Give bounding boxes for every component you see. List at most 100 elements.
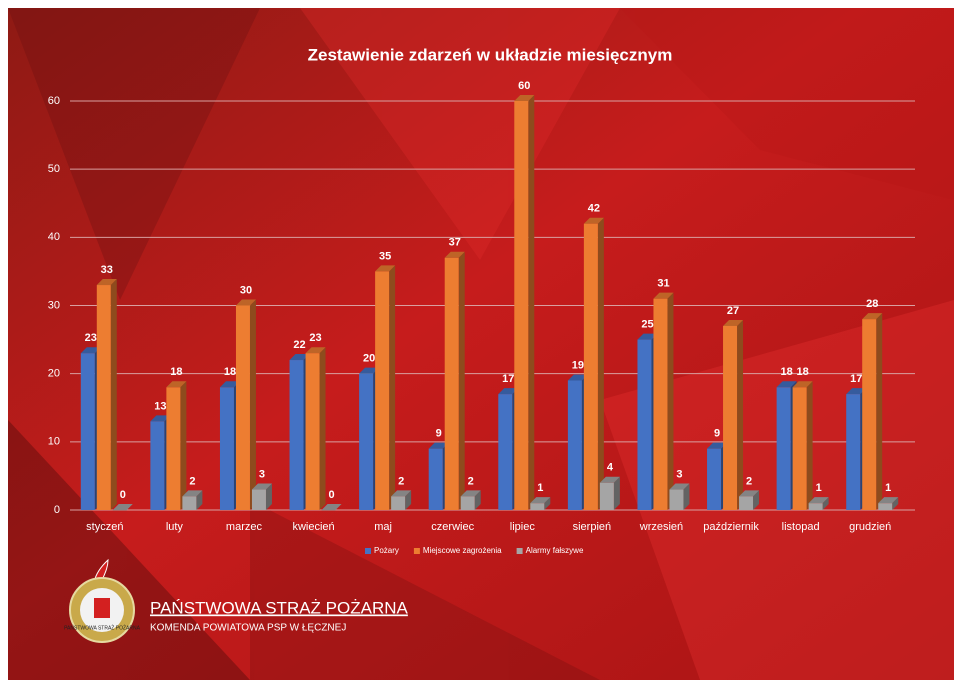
bar [653, 299, 667, 510]
y-tick-label: 50 [48, 163, 60, 175]
bar [514, 101, 528, 510]
legend-swatch [517, 548, 523, 554]
bar [568, 380, 582, 510]
value-label: 30 [240, 284, 252, 296]
value-label: 31 [657, 278, 669, 290]
value-label: 27 [727, 305, 739, 317]
bar [530, 503, 544, 510]
value-label: 0 [120, 489, 126, 501]
bar-side [667, 293, 673, 510]
value-label: 60 [518, 80, 530, 92]
x-tick-label: maj [374, 521, 392, 533]
bar-side [111, 279, 117, 510]
bar [97, 285, 111, 510]
value-label: 23 [85, 332, 97, 344]
bar-side [459, 252, 465, 510]
bar [220, 387, 234, 510]
value-label: 3 [259, 468, 265, 480]
x-tick-label: wrzesień [639, 521, 683, 533]
bar [809, 503, 823, 510]
bar [113, 510, 127, 511]
x-tick-label: grudzień [849, 521, 891, 533]
bar [166, 387, 180, 510]
bar-side [737, 320, 743, 510]
bar [461, 496, 475, 510]
value-label: 33 [101, 264, 113, 276]
value-label: 1 [885, 482, 891, 494]
value-label: 35 [379, 250, 391, 262]
value-label: 2 [468, 475, 474, 487]
bar [306, 353, 320, 510]
bar [777, 387, 791, 510]
value-label: 22 [293, 339, 305, 351]
value-label: 18 [797, 366, 809, 378]
bar-side [180, 381, 186, 510]
value-label: 25 [641, 318, 653, 330]
legend-swatch [365, 548, 371, 554]
bar [252, 490, 266, 510]
value-label: 37 [449, 237, 461, 249]
x-tick-label: sierpień [573, 521, 612, 533]
y-tick-label: 60 [48, 95, 60, 107]
value-label: 20 [363, 353, 375, 365]
bar [669, 490, 683, 510]
logo-ring-text: PAŃSTWOWA STRAŻ POŻARNA [64, 624, 141, 631]
value-label: 2 [746, 475, 752, 487]
bar [707, 449, 721, 510]
bar [793, 387, 807, 510]
bar [290, 360, 304, 510]
bar-side [528, 95, 534, 510]
value-label: 23 [309, 332, 321, 344]
value-label: 13 [154, 400, 166, 412]
bar [739, 496, 753, 510]
x-tick-label: październik [703, 521, 759, 533]
value-label: 0 [328, 489, 334, 501]
value-label: 2 [189, 475, 195, 487]
x-tick-label: kwiecień [292, 521, 334, 533]
bar-side [807, 381, 813, 510]
bar [600, 483, 614, 510]
value-label: 1 [816, 482, 822, 494]
value-label: 2 [398, 475, 404, 487]
value-label: 42 [588, 203, 600, 215]
bar [862, 319, 876, 510]
x-tick-label: listopad [782, 521, 820, 533]
bar-side [250, 300, 256, 511]
bar-side [598, 218, 604, 510]
x-tick-label: marzec [226, 521, 263, 533]
bar [846, 394, 860, 510]
value-label: 3 [676, 468, 682, 480]
value-label: 9 [714, 428, 720, 440]
bar [182, 496, 196, 510]
bar [359, 374, 373, 510]
x-tick-label: styczeń [86, 521, 123, 533]
value-label: 17 [502, 373, 514, 385]
bar [322, 510, 336, 511]
y-tick-label: 0 [54, 504, 60, 516]
bar [498, 394, 512, 510]
value-label: 1 [537, 482, 543, 494]
legend-label: Miejscowe zagrożenia [423, 546, 502, 555]
y-tick-label: 10 [48, 436, 60, 448]
bar [236, 306, 250, 511]
value-label: 19 [572, 359, 584, 371]
value-label: 4 [607, 462, 614, 474]
chart: Zestawienie zdarzeń w układzie miesięczn… [0, 0, 962, 685]
y-tick-label: 30 [48, 299, 60, 311]
x-tick-label: czerwiec [431, 521, 474, 533]
value-label: 18 [170, 366, 182, 378]
legend-swatch [414, 548, 420, 554]
legend-label: Pożary [374, 546, 399, 555]
bar [723, 326, 737, 510]
x-tick-label: luty [166, 521, 184, 533]
bar [150, 421, 164, 510]
x-tick-label: lipiec [510, 521, 536, 533]
value-label: 18 [224, 366, 236, 378]
legend-label: Alarmy fałszywe [526, 546, 584, 555]
logo-title: PAŃSTWOWA STRAŻ POŻARNA [150, 598, 409, 617]
value-label: 28 [866, 298, 878, 310]
bar [81, 353, 95, 510]
bar-side [320, 347, 326, 510]
bar [637, 340, 651, 510]
bar [429, 449, 443, 510]
